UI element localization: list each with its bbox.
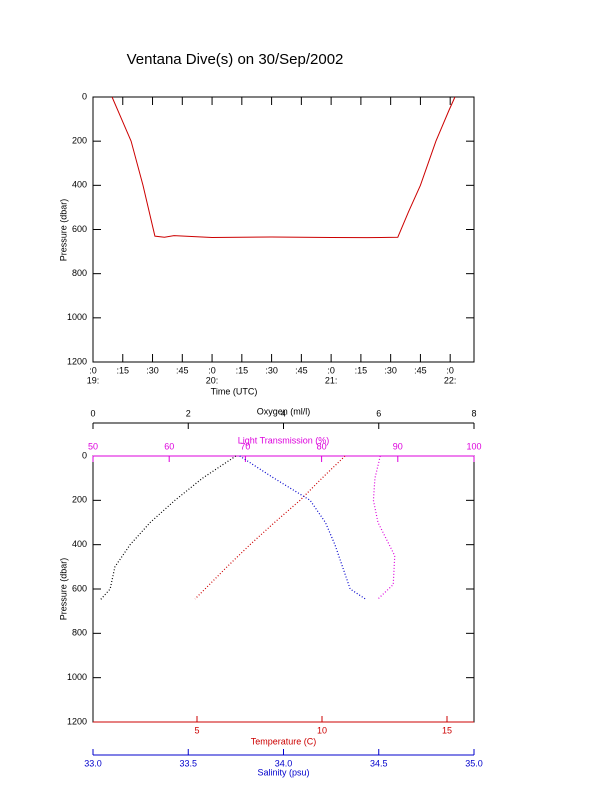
profile-line — [372, 455, 396, 600]
x-tick-label: :45 — [414, 365, 427, 375]
profile-line — [194, 455, 346, 600]
axis-label: Oxygen (ml/l) — [257, 406, 311, 416]
y-tick-label: 200 — [72, 136, 87, 146]
x-tick-label: :0 — [327, 365, 335, 375]
y-tick-label: 1200 — [67, 716, 87, 726]
x-tick-label: 35.0 — [465, 758, 483, 768]
x-tick-label: 100 — [466, 441, 481, 451]
y-axis-label: Pressure (dbar) — [58, 558, 68, 621]
x-tick-label: 0 — [90, 408, 95, 418]
x-tick-label: 33.5 — [179, 758, 197, 768]
x-tick-label: 20: — [206, 375, 219, 385]
x-tick-label: :30 — [265, 365, 278, 375]
x-tick-label: 22: — [444, 375, 457, 385]
axis-label: Salinity (psu) — [257, 767, 309, 777]
x-tick-label: :0 — [89, 365, 97, 375]
x-tick-label: :15 — [355, 365, 368, 375]
x-tick-label: :0 — [446, 365, 454, 375]
y-tick-label: 600 — [72, 224, 87, 234]
x-tick-label: 21: — [325, 375, 338, 385]
x-tick-label: 2 — [186, 408, 191, 418]
y-tick-label: 1200 — [67, 356, 87, 366]
y-tick-label: 400 — [72, 180, 87, 190]
x-axis-label: Time (UTC) — [211, 386, 258, 396]
x-tick-label: 6 — [376, 408, 381, 418]
x-tick-label: 33.0 — [84, 758, 102, 768]
x-tick-label: 50 — [88, 441, 98, 451]
x-tick-label: :30 — [146, 365, 159, 375]
y-tick-label: 1000 — [67, 312, 87, 322]
y-axis-label: Pressure (dbar) — [58, 199, 68, 262]
y-tick-label: 600 — [72, 583, 87, 593]
x-tick-label: :15 — [117, 365, 130, 375]
x-tick-label: 5 — [194, 725, 199, 735]
x-tick-label: 34.0 — [275, 758, 293, 768]
x-tick-label: 8 — [471, 408, 476, 418]
x-tick-label: :45 — [176, 365, 189, 375]
x-tick-label: 15 — [442, 725, 452, 735]
x-tick-label: 70 — [240, 441, 250, 451]
x-tick-label: :30 — [384, 365, 397, 375]
y-tick-label: 0 — [82, 450, 87, 460]
x-tick-label: 34.5 — [370, 758, 388, 768]
data-line — [111, 96, 456, 239]
x-tick-label: :15 — [236, 365, 249, 375]
y-tick-label: 800 — [72, 628, 87, 638]
profile-line — [239, 455, 366, 600]
x-tick-label: 60 — [164, 441, 174, 451]
x-tick-label: :45 — [295, 365, 308, 375]
y-tick-label: 200 — [72, 495, 87, 505]
y-tick-label: 400 — [72, 539, 87, 549]
y-tick-label: 0 — [82, 91, 87, 101]
x-tick-label: 4 — [281, 408, 286, 418]
y-tick-label: 800 — [72, 268, 87, 278]
plot-frame — [92, 96, 475, 363]
x-tick-label: :0 — [208, 365, 216, 375]
x-tick-label: 10 — [317, 725, 327, 735]
profile-line — [99, 455, 237, 601]
x-tick-label: 19: — [87, 375, 100, 385]
y-tick-label: 1000 — [67, 672, 87, 682]
axis-label: Light Transmission (%) — [238, 435, 330, 445]
x-tick-label: 80 — [317, 441, 327, 451]
axis-label: Temperature (C) — [251, 736, 317, 746]
x-tick-label: 90 — [393, 441, 403, 451]
chart-title: Ventana Dive(s) on 30/Sep/2002 — [127, 51, 344, 68]
plot-frame — [92, 455, 475, 723]
